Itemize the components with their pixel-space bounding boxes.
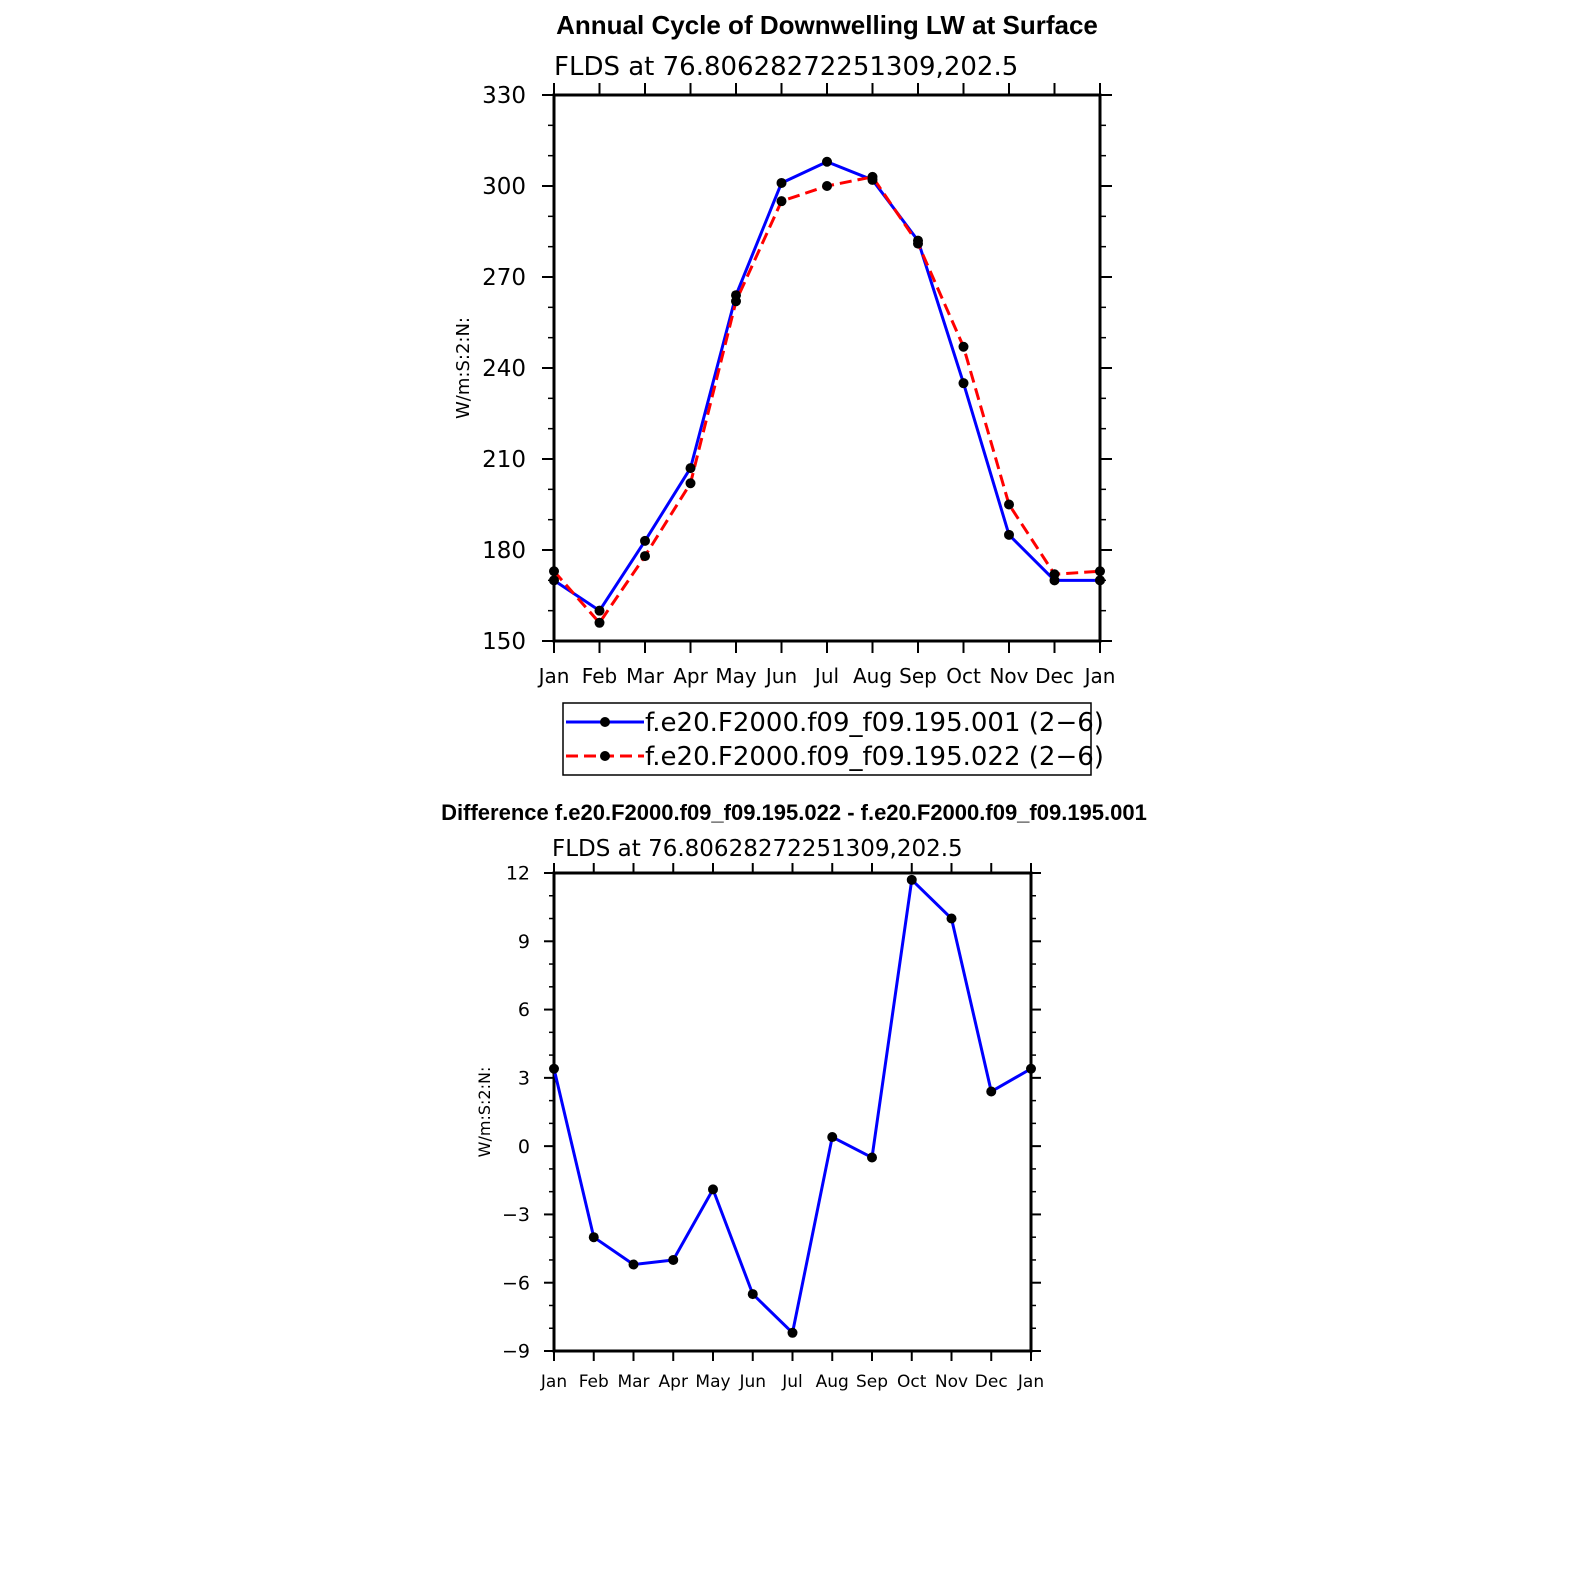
bottom-chart-xtick-label: May	[695, 1372, 730, 1392]
bottom-chart-series-1-point	[549, 1063, 559, 1074]
bottom-chart-subtitle: FLDS at 76.80628272251309,202.5	[552, 836, 963, 862]
top-chart-xtick-label: Dec	[1035, 664, 1074, 688]
top-chart-xtick-label: Sep	[899, 664, 937, 688]
top-chart-xtick-label: May	[715, 664, 757, 688]
top-chart-xtick-label: Mar	[626, 664, 665, 688]
top-chart-xtick-label: Apr	[673, 664, 708, 688]
top-chart-series	[549, 156, 1105, 628]
bottom-chart-series-1-point	[628, 1259, 639, 1270]
top-chart-xtick-label: Jul	[813, 664, 839, 688]
top-chart-title: Annual Cycle of Downwelling LW at Surfac…	[556, 10, 1098, 40]
top-chart-series-1-point	[822, 156, 832, 167]
top-chart-xtick-label: Nov	[989, 664, 1028, 688]
top-chart-xtick-label: Jan	[537, 664, 570, 688]
bottom-chart-xtick-label: Aug	[816, 1372, 849, 1392]
bottom-chart-series-1-point	[1026, 1063, 1036, 1074]
bottom-chart-series-1-point	[747, 1289, 758, 1300]
legend-marker-series-1	[600, 717, 610, 727]
bottom-chart-xtick-label: Apr	[659, 1372, 688, 1392]
bottom-chart-ylabel: W/m:S:2:N:	[475, 1067, 494, 1158]
top-chart-series-2-point	[822, 181, 832, 191]
top-chart-series-2-point	[594, 617, 605, 628]
top-chart-series-2-point	[731, 296, 741, 307]
bottom-chart-xtick-label: Jun	[738, 1372, 766, 1392]
legend-label-series-1: f.e20.F2000.f09_f09.195.001 (2−6)	[645, 708, 1104, 738]
top-chart-ytick-label: 300	[482, 174, 526, 200]
bottom-chart-title: Difference f.e20.F2000.f09_f09.195.022 -…	[441, 800, 1147, 825]
bottom-chart-series-1-point	[787, 1327, 798, 1338]
bottom-chart-xtick-label: Mar	[617, 1372, 649, 1392]
bottom-chart-series-1-point	[946, 913, 957, 924]
top-chart-series-1-point	[594, 605, 605, 616]
top-chart-series-2-point	[867, 171, 878, 182]
top-chart-ylabel: W/m:S:2:N:	[453, 317, 474, 419]
top-chart-subtitle: FLDS at 76.80628272251309,202.5	[554, 52, 1018, 82]
top-chart-series-2-point	[549, 566, 559, 577]
legend-marker-series-2	[600, 751, 610, 761]
top-chart-series-2-point	[640, 551, 650, 562]
top-chart-legend: f.e20.F2000.f09_f09.195.001 (2−6) f.e20.…	[562, 702, 1104, 776]
top-chart-plot-frame	[552, 93, 1102, 643]
bottom-chart-plot-frame	[552, 871, 1033, 1353]
bottom-chart-ytick-label: −9	[502, 1341, 530, 1363]
top-chart-ticks: Jan Feb Mar Apr May Jun Jul Aug Sep Oct Nov Dec Jan 1…	[482, 83, 1115, 688]
bottom-chart-xtick-label: Sep	[856, 1372, 888, 1392]
top-chart-ytick-label: 210	[482, 447, 526, 473]
bottom-chart-ticks: Jan Feb Mar Apr May Jun Jul Aug Sep Oct Nov Dec Jan−…	[502, 863, 1044, 1392]
bottom-chart-series-1-point	[867, 1152, 877, 1163]
top-chart-ytick-label: 150	[482, 629, 526, 655]
top-chart-series-2-point	[913, 238, 923, 249]
top-chart-series-1-point	[549, 575, 559, 586]
bottom-chart-ytick-label: −6	[502, 1272, 530, 1294]
bottom-chart-xtick-label: Jan	[1017, 1372, 1044, 1392]
bottom-chart-xtick-label: Feb	[579, 1372, 609, 1392]
legend-label-series-2: f.e20.F2000.f09_f09.195.022 (2−6)	[645, 742, 1104, 772]
top-chart-series-1-point	[685, 463, 696, 474]
top-chart-series-1-point	[1004, 529, 1014, 540]
top-chart-series-2-point	[1095, 566, 1105, 577]
top-chart-series-1-line	[553, 160, 1100, 613]
top-chart-series-2-point	[1049, 569, 1060, 580]
top-chart-series-2-point	[776, 196, 787, 207]
bottom-chart-xtick-label: Dec	[975, 1372, 1008, 1392]
bottom-chart-series-1-point	[906, 874, 917, 885]
bottom-chart-ytick-label: 12	[506, 863, 530, 885]
bottom-chart-series-1-point	[588, 1232, 599, 1243]
bottom-chart-xtick-label: Jul	[781, 1372, 803, 1392]
top-chart-xtick-label: Jan	[1083, 664, 1116, 688]
top-chart-series-1-point	[958, 378, 969, 389]
bottom-chart-ytick-label: 3	[518, 1068, 530, 1090]
top-chart-series-1-point	[1095, 575, 1105, 586]
top-chart-ytick-label: 270	[482, 265, 526, 291]
top-chart-ytick-label: 180	[482, 538, 526, 564]
top-chart-series-2-point	[958, 341, 969, 352]
legend-box	[562, 702, 1092, 776]
bottom-chart-xtick-label: Jan	[540, 1372, 567, 1392]
top-chart-ytick-label: 240	[482, 356, 526, 382]
top-chart-xtick-label: Aug	[853, 664, 892, 688]
top-chart-series-1-point	[776, 177, 787, 188]
bottom-chart-series-1-line	[552, 878, 1032, 1335]
bottom-chart-series-1-point	[827, 1132, 838, 1143]
bottom-chart-series-1-point	[708, 1184, 718, 1195]
bottom-chart-ytick-label: 9	[518, 931, 530, 953]
bottom-chart-series	[549, 874, 1036, 1338]
top-chart-ytick-label: 330	[482, 83, 526, 109]
bottom-chart-ytick-label: 6	[518, 999, 530, 1021]
bottom-chart-series-1-point	[986, 1086, 997, 1097]
top-chart-series-2-point	[1004, 499, 1014, 510]
top-chart-xtick-label: Jun	[764, 664, 797, 688]
top-chart-xtick-label: Feb	[582, 664, 617, 688]
bottom-chart-ytick-label: −3	[502, 1204, 530, 1226]
bottom-chart-ytick-label: 0	[518, 1136, 530, 1158]
top-chart-xtick-label: Oct	[946, 664, 981, 688]
bottom-chart-xtick-label: Nov	[935, 1372, 968, 1392]
top-chart-series-2-point	[685, 478, 696, 489]
bottom-chart-xtick-label: Oct	[897, 1372, 927, 1392]
top-chart-series-1-point	[640, 535, 650, 546]
bottom-chart-series-1-point	[668, 1254, 679, 1265]
